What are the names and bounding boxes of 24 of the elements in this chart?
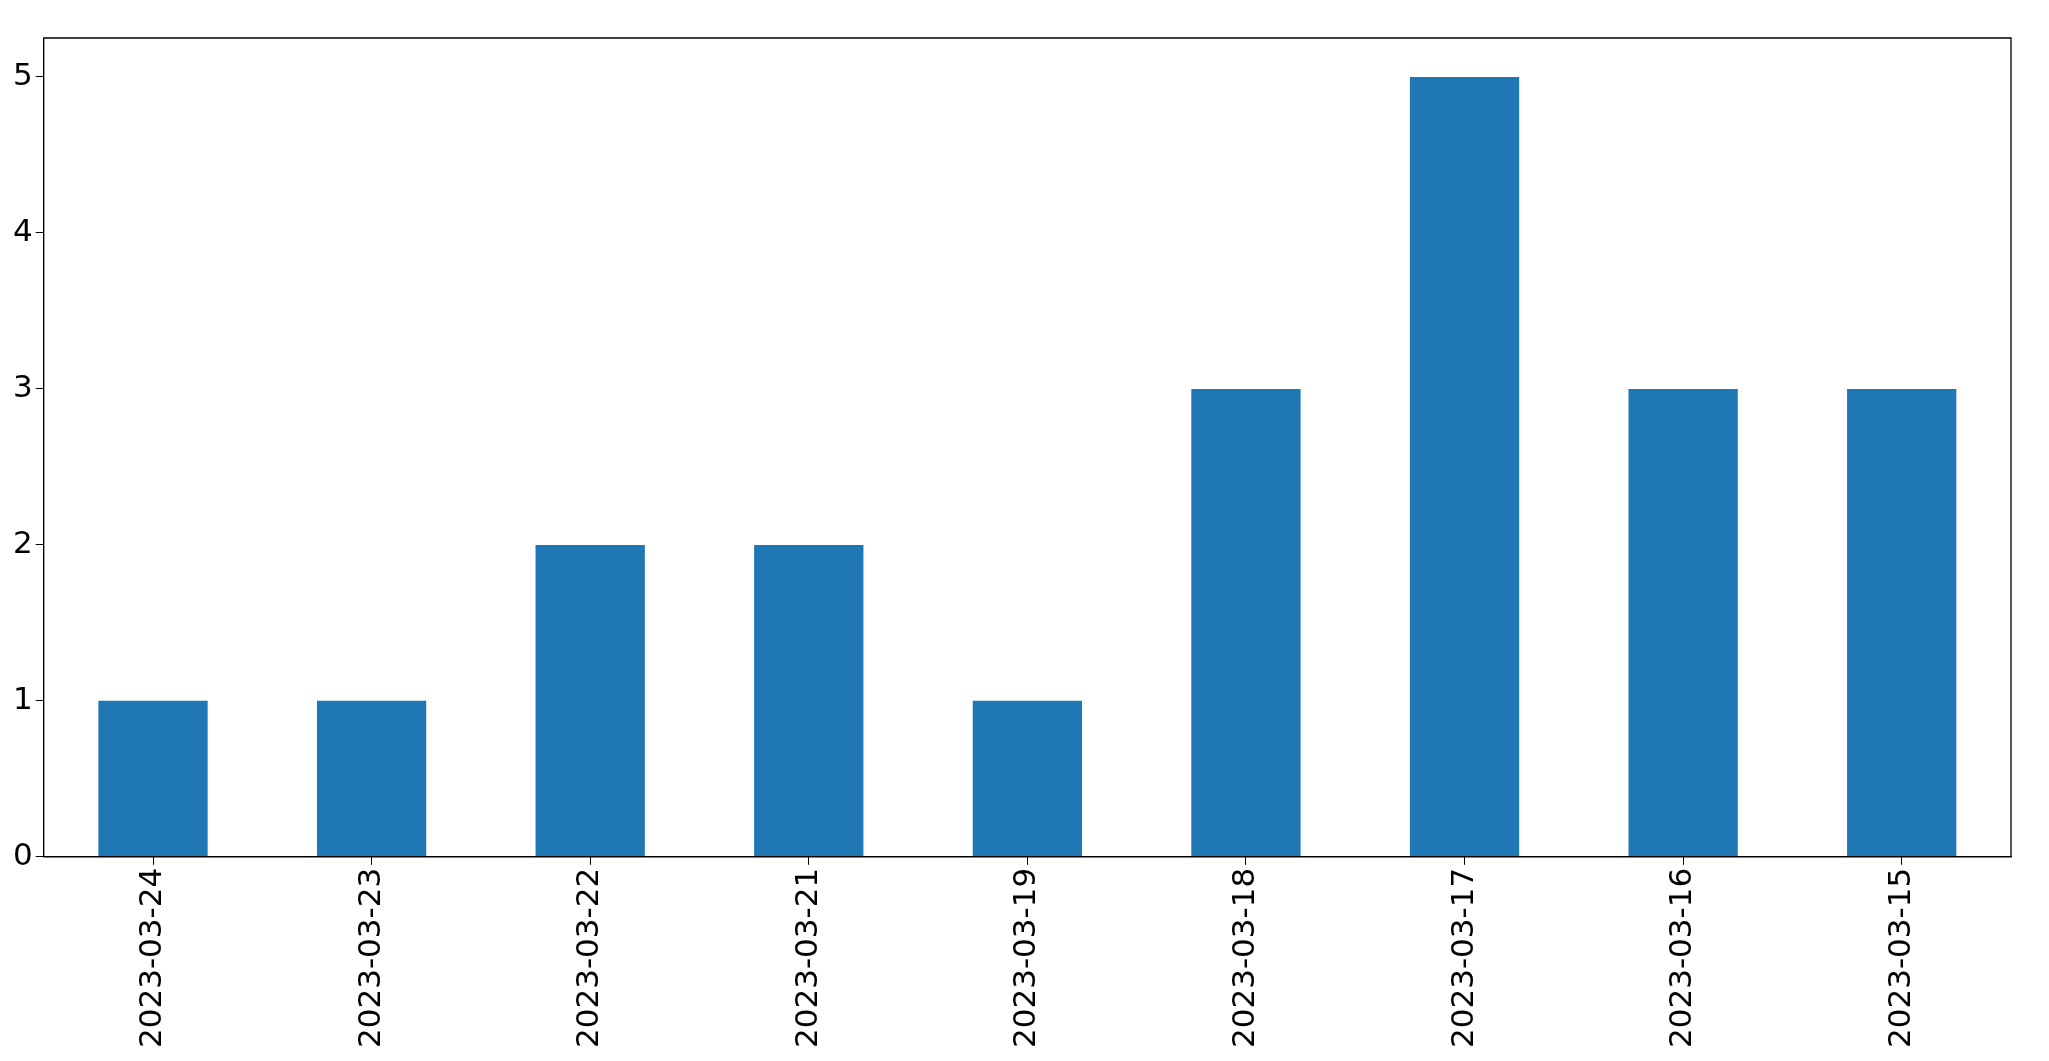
x-tick-label: 2023-03-17 (1443, 867, 1480, 1049)
bar (1847, 388, 1957, 857)
y-tick-label: 0 (12, 835, 33, 872)
y-tick-label: 1 (12, 679, 33, 716)
bar (1409, 76, 1520, 857)
bar (1628, 388, 1738, 857)
x-tick-label: 2023-03-21 (787, 867, 824, 1049)
bar (316, 700, 427, 857)
y-tick-label: 3 (12, 367, 33, 404)
x-tick-label: 2023-03-22 (569, 867, 606, 1049)
bar (1191, 388, 1301, 857)
y-tick-label: 2 (12, 523, 33, 560)
bar (98, 700, 208, 857)
x-tick-label: 2023-03-23 (350, 867, 387, 1049)
bar (754, 544, 864, 857)
x-tick-label: 2023-03-24 (132, 867, 169, 1049)
x-tick-label: 2023-03-15 (1880, 867, 1917, 1049)
bar (972, 700, 1083, 857)
x-tick-label: 2023-03-19 (1006, 867, 1043, 1049)
x-tick-label: 2023-03-18 (1224, 867, 1261, 1049)
bar (535, 544, 645, 857)
y-tick-label: 5 (12, 56, 33, 93)
y-tick-label: 4 (12, 212, 33, 249)
x-tick-label: 2023-03-16 (1662, 867, 1699, 1049)
